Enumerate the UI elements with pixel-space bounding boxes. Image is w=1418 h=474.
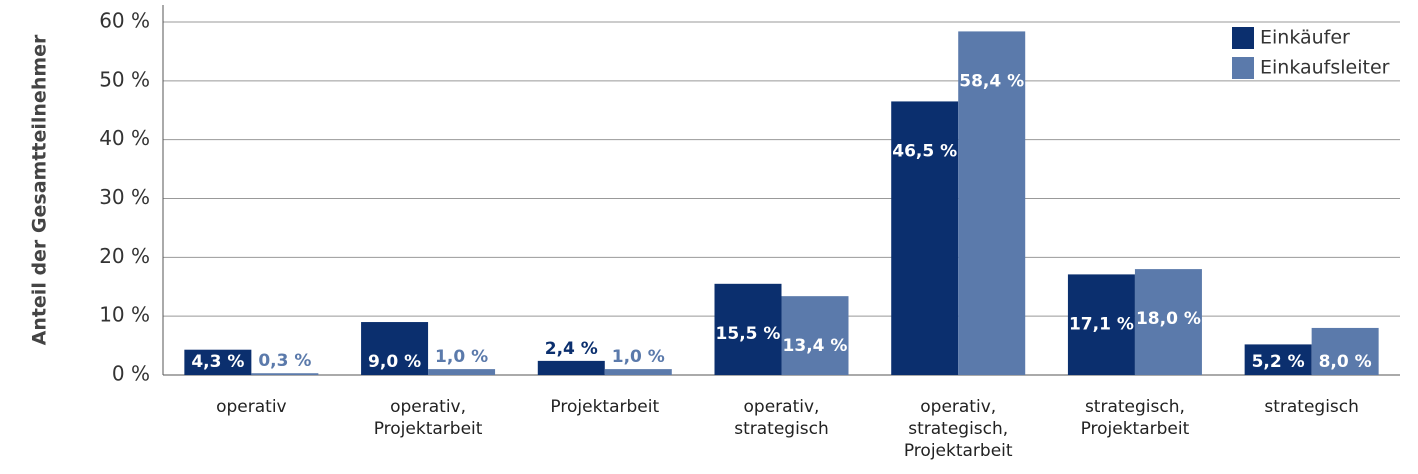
y-tick-label: 40 % (99, 126, 150, 150)
value-label: 5,2 % (1252, 352, 1305, 372)
x-tick-label: strategisch, Projektarbeit (1081, 397, 1190, 439)
bar (1311, 327, 1379, 375)
legend-label: Einkaufsleiter (1260, 57, 1390, 79)
y-axis-label: Anteil der Gesamtteilnehmer (29, 34, 51, 345)
y-tick-label: 0 % (112, 362, 150, 386)
bar (958, 31, 1026, 376)
y-tick-label: 60 % (99, 9, 150, 33)
bar (1067, 274, 1135, 375)
value-label: 18,0 % (1136, 309, 1201, 329)
value-label: 0,3 % (258, 351, 311, 371)
bar (1134, 269, 1202, 375)
bar (604, 369, 672, 375)
bar (891, 101, 959, 376)
x-tick-label: operativ, strategisch, Projektarbeit (904, 397, 1013, 461)
x-tick-label: operativ, strategisch (734, 397, 829, 439)
bar (361, 322, 429, 375)
value-label: 1,0 % (612, 347, 665, 367)
value-label: 13,4 % (783, 336, 848, 356)
legend-swatch (1232, 57, 1254, 79)
value-label: 15,5 % (716, 324, 781, 344)
x-tick-label: Projektarbeit (550, 397, 659, 417)
y-tick-label: 20 % (99, 244, 150, 268)
bar (251, 373, 319, 375)
value-label: 9,0 % (368, 352, 421, 372)
x-tick-label: strategisch (1264, 397, 1359, 417)
bar (1244, 344, 1312, 375)
value-label: 58,4 % (959, 71, 1024, 91)
y-tick-label: 30 % (99, 185, 150, 209)
legend-swatch (1232, 27, 1254, 49)
bar (781, 296, 849, 375)
bar (537, 360, 605, 375)
value-label: 1,0 % (435, 347, 488, 367)
value-label: 46,5 % (892, 141, 957, 161)
x-tick-label: operativ (216, 397, 287, 417)
y-tick-label: 50 % (99, 67, 150, 91)
value-label: 4,3 % (191, 352, 244, 372)
value-label: 2,4 % (545, 339, 598, 359)
bar (714, 283, 782, 375)
value-label: 8,0 % (1319, 352, 1372, 372)
value-label: 17,1 % (1069, 314, 1134, 334)
y-tick-label: 10 % (99, 303, 150, 327)
x-tick-label: operativ, Projektarbeit (374, 397, 483, 439)
legend-label: Einkäufer (1260, 27, 1350, 49)
bar (428, 369, 496, 375)
bar (184, 349, 252, 375)
